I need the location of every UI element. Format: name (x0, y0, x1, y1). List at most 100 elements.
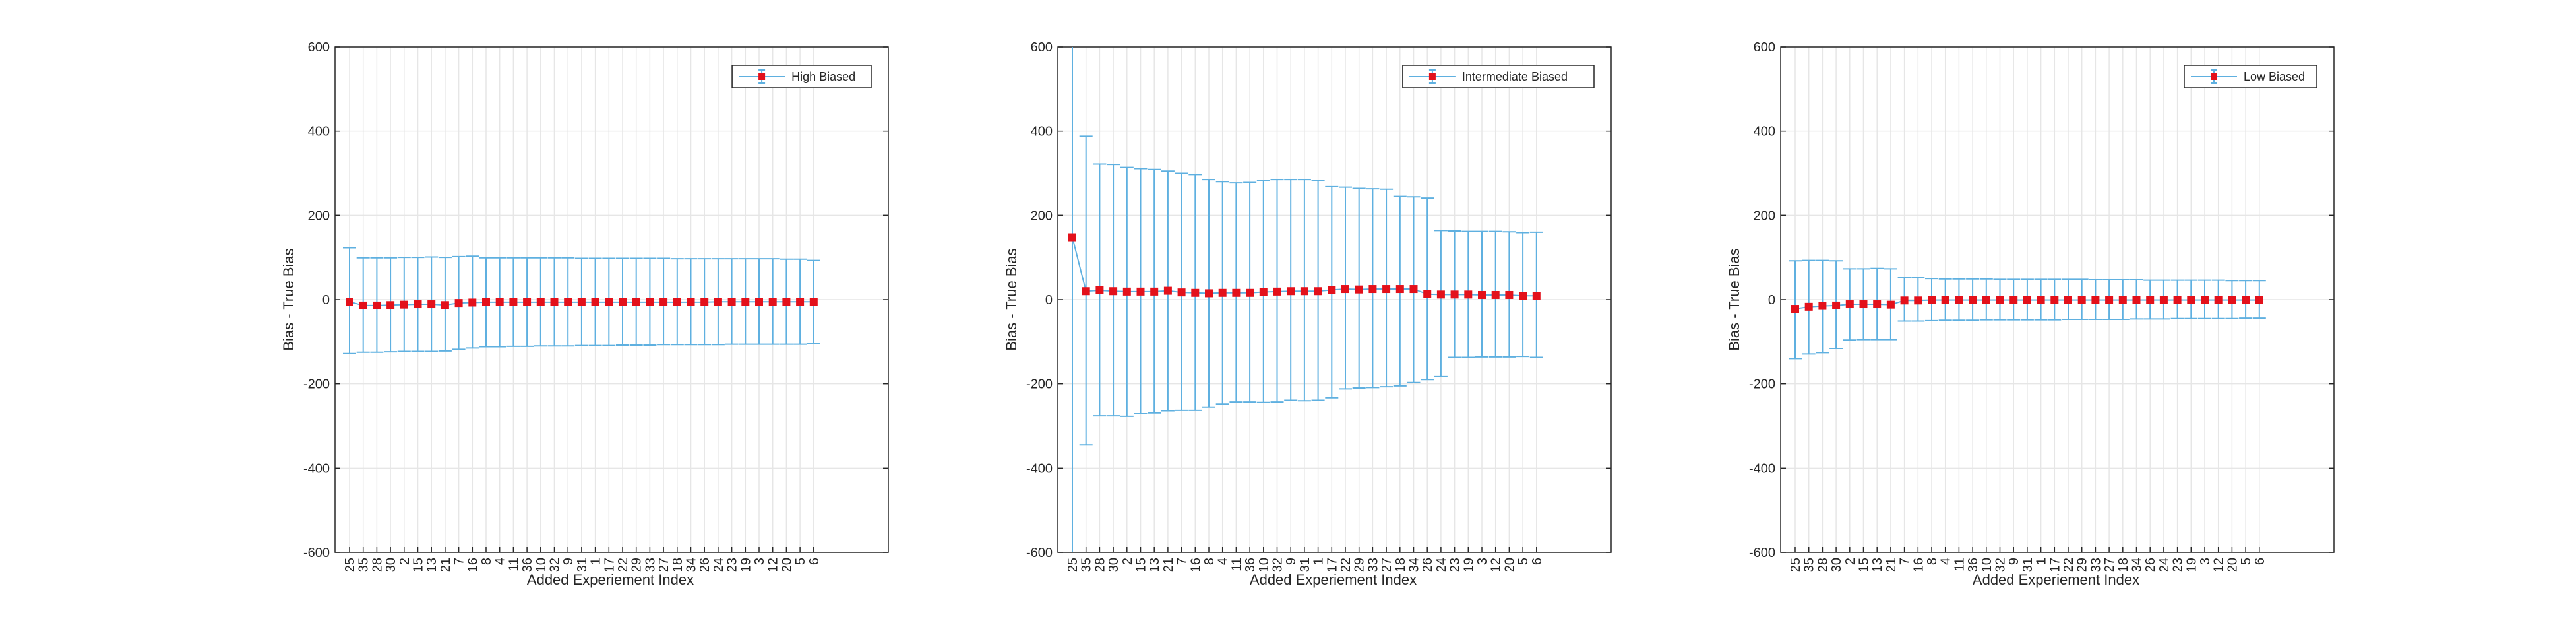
x-tick-label: 9 (2007, 558, 2021, 565)
data-point (741, 298, 750, 306)
y-tick-label: 200 (1031, 209, 1053, 223)
data-point (673, 298, 681, 306)
data-point (1969, 296, 1977, 304)
data-point (1368, 285, 1377, 294)
x-tick-label: 15 (1134, 558, 1149, 572)
x-tick-label: 32 (1271, 558, 1285, 572)
data-point (768, 298, 777, 306)
x-tick-label: 8 (1202, 558, 1217, 565)
data-point (1259, 288, 1268, 296)
y-axis-label: Bias - True Bias (280, 248, 297, 350)
x-tick-label: 22 (1339, 558, 1353, 572)
y-tick-label: 400 (308, 125, 330, 139)
legend: Low Biased (2184, 65, 2317, 88)
y-tick-label: -400 (1749, 461, 1775, 476)
x-tick-label: 34 (2130, 558, 2145, 572)
x-tick-label: 12 (766, 558, 781, 572)
data-point (2187, 296, 2195, 304)
x-tick-label: 8 (1925, 558, 1940, 565)
y-tick-label: -600 (1749, 546, 1775, 560)
data-point (1832, 301, 1841, 310)
data-point (2228, 296, 2236, 304)
x-tick-label: 3 (1475, 558, 1490, 565)
x-tick-label: 23 (2171, 558, 2186, 572)
data-point (1873, 300, 1882, 309)
x-tick-label: 31 (1298, 558, 1312, 572)
x-tick-label: 9 (561, 558, 576, 565)
data-point (619, 298, 627, 306)
x-tick-label: 30 (384, 558, 398, 572)
data-point (359, 301, 367, 310)
data-point (1314, 287, 1322, 296)
data-point (2009, 296, 2018, 304)
x-tick-label: 10 (1980, 558, 1994, 572)
x-tick-label: 2 (1120, 558, 1135, 565)
data-point (1491, 290, 1500, 299)
y-tick-label: 200 (308, 209, 330, 223)
data-point (2118, 296, 2127, 304)
data-point (1300, 287, 1308, 296)
data-point (2023, 296, 2031, 304)
data-point (346, 298, 353, 306)
y-tick-label: 600 (308, 40, 330, 55)
data-point (796, 298, 805, 306)
y-tick-label: 200 (1754, 209, 1775, 223)
x-tick-label: 4 (1939, 558, 1953, 565)
y-tick-label: 400 (1754, 125, 1775, 139)
data-point (468, 298, 477, 307)
data-point (1886, 300, 1895, 309)
data-point (782, 298, 791, 306)
legend-label: Low Biased (2244, 70, 2305, 83)
chart-panel-1: -600-400-2000200400600253528302151321716… (280, 40, 889, 588)
chart-panel-3: -600-400-2000200400600253528302151321716… (1726, 40, 2335, 588)
x-tick-label: 11 (1229, 558, 1244, 571)
data-point (1519, 292, 1527, 300)
data-point (2214, 296, 2223, 304)
x-tick-label: 8 (479, 558, 494, 565)
data-point (1436, 290, 1445, 299)
x-tick-label: 31 (2021, 558, 2035, 572)
data-point (550, 298, 559, 306)
x-tick-label: 6 (1530, 558, 1545, 565)
data-point (727, 298, 736, 306)
x-tick-label: 29 (2075, 558, 2090, 572)
data-point (2091, 296, 2100, 304)
y-tick-label: -200 (1026, 377, 1053, 392)
data-point (1505, 290, 1514, 299)
x-tick-label: 27 (657, 558, 671, 572)
x-tick-label: 34 (1407, 558, 1422, 572)
x-tick-label: 2 (398, 558, 412, 565)
data-point (454, 299, 463, 308)
data-point (632, 298, 640, 306)
data-point (1450, 290, 1459, 299)
data-point (646, 298, 654, 306)
x-axis-label: Added Experiement Index (1250, 571, 1417, 588)
x-tick-label: 1 (589, 558, 603, 565)
y-tick-label: -400 (303, 461, 330, 476)
x-tick-label: 1 (2035, 558, 2049, 565)
data-point (1464, 290, 1473, 299)
x-tick-label: 13 (425, 558, 439, 572)
x-tick-label: 10 (534, 558, 549, 572)
data-point (1109, 287, 1118, 296)
data-point (1150, 287, 1159, 296)
y-tick-label: 0 (1045, 293, 1053, 308)
x-tick-label: 23 (1448, 558, 1463, 572)
x-tick-label: 13 (1148, 558, 1162, 572)
data-point (482, 298, 490, 306)
data-point (1478, 290, 1486, 299)
x-tick-label: 1 (1312, 558, 1326, 565)
x-tick-label: 35 (1802, 558, 1817, 572)
data-point (700, 298, 709, 306)
y-axis-label: Bias - True Bias (1726, 248, 1742, 350)
x-tick-label: 18 (671, 558, 685, 572)
data-point (1818, 302, 1827, 310)
data-point (2242, 296, 2250, 304)
x-tick-label: 36 (1966, 558, 1980, 572)
x-tick-label: 15 (1857, 558, 1872, 572)
x-tick-label: 12 (2212, 558, 2226, 572)
data-point (1914, 296, 1922, 305)
data-point (577, 298, 586, 306)
data-point (755, 298, 763, 306)
x-tick-label: 26 (1421, 558, 1435, 572)
